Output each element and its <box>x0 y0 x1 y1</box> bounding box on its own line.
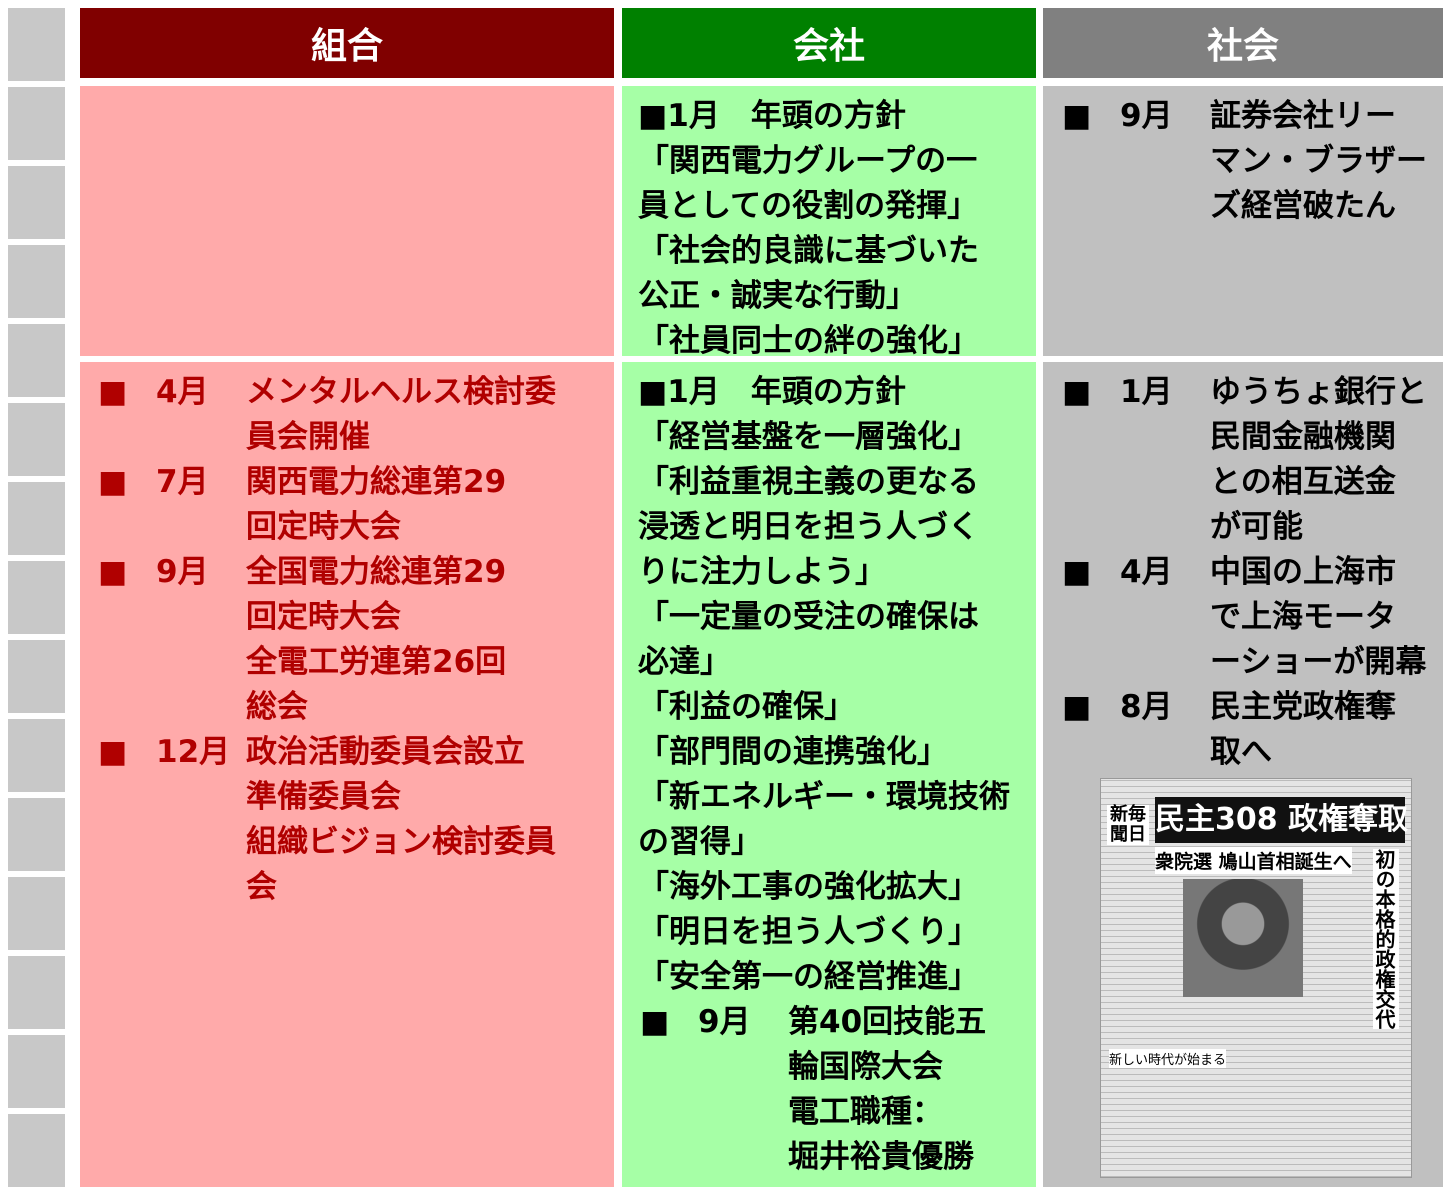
cell <box>622 86 1036 356</box>
text-line: ■ <box>1062 689 1092 725</box>
text-line: 「経営基盤を一層強化」 <box>638 419 979 455</box>
text-line: 堀井裕貴優勝 <box>788 1139 974 1175</box>
masthead: 新毎聞日 <box>1107 805 1149 845</box>
text-line: ■1月 年頭の方針 <box>638 98 906 134</box>
text-line: 7月 <box>156 464 209 500</box>
text-line: ゆうちょ銀行と <box>1210 374 1427 410</box>
text-line: 第40回技能五 <box>788 1004 987 1040</box>
text-line: 「関西電力グループの一 <box>638 143 978 179</box>
text-line: 4月 <box>156 374 209 410</box>
text-line: ■1月 年頭の方針 <box>638 374 906 410</box>
side-block <box>8 324 65 397</box>
text-line: 9月 <box>156 554 209 590</box>
text-line: 「利益重視主義の更なる <box>638 464 979 500</box>
text-line: りに注力しよう」 <box>638 554 886 590</box>
text-line: メンタルヘルス検討委 <box>246 374 556 410</box>
photo <box>1183 879 1303 997</box>
caption: 新しい時代が始まる <box>1109 1049 1227 1068</box>
text-line: が可能 <box>1210 509 1303 545</box>
text-line: ーショーが開幕 <box>1210 644 1427 680</box>
text-line: 民間金融機関 <box>1210 419 1396 455</box>
vertical-head: 初の本格的政権交代 <box>1372 849 1399 1029</box>
text-line: 「社会的良識に基づいた <box>638 233 979 269</box>
cell <box>80 86 614 356</box>
text-line: 民主党政権奪 <box>1210 689 1396 725</box>
text-line: 「新エネルギー・環境技術 <box>638 779 1010 815</box>
side-block <box>8 245 65 318</box>
side-block <box>8 877 65 950</box>
subhead: 衆院選 鳩山首相誕生へ <box>1155 847 1352 874</box>
text-line: 「海外工事の強化拡大」 <box>638 869 979 905</box>
text-line: 全国電力総連第29 <box>246 554 507 590</box>
text-line: 「部門間の連携強化」 <box>638 734 948 770</box>
text-line: ■ <box>640 1004 670 1040</box>
cell <box>80 362 614 1187</box>
text-line: 中国の上海市 <box>1210 554 1396 590</box>
text-line: 証券会社リー <box>1210 98 1396 134</box>
text-line: 「利益の確保」 <box>638 689 855 725</box>
text-line: マン・ブラザー <box>1210 143 1427 179</box>
text-line: ■ <box>1062 554 1092 590</box>
text-line: 輪国際大会 <box>788 1049 943 1085</box>
text-line: 1月 <box>1120 374 1173 410</box>
cell <box>622 362 1036 1187</box>
side-block <box>8 87 65 160</box>
text-line: 8月 <box>1120 689 1173 725</box>
text-line: 「一定量の受注の確保は <box>638 599 979 635</box>
text-line: ■ <box>98 464 128 500</box>
text-line: 員会開催 <box>246 419 370 455</box>
side-block <box>8 719 65 792</box>
text-line: ■ <box>1062 374 1092 410</box>
text-line: 回定時大会 <box>246 509 401 545</box>
text-line: 9月 <box>1120 98 1173 134</box>
side-block <box>8 640 65 713</box>
text-line: 取へ <box>1210 734 1272 770</box>
side-block <box>8 482 65 555</box>
text-line: 員としての役割の発揮」 <box>638 188 979 224</box>
column-header: 会社 <box>622 8 1036 78</box>
headline: 民主308 政権奪取 <box>1155 797 1408 843</box>
text-line: 組織ビジョン検討委員 <box>246 824 556 860</box>
text-line: との相互送金 <box>1210 464 1396 500</box>
text-line: ズ経営破たん <box>1210 188 1396 224</box>
text-line: 回定時大会 <box>246 599 401 635</box>
side-block <box>8 8 65 81</box>
text-line: 「社員同士の絆の強化」 <box>638 323 979 359</box>
side-block <box>8 798 65 871</box>
column-header: 組合 <box>80 8 614 78</box>
side-block <box>8 403 65 476</box>
text-line: ■ <box>1062 98 1092 134</box>
text-line: 会 <box>246 869 277 905</box>
text-line: 電工職種： <box>788 1094 943 1130</box>
text-line: 12月 <box>156 734 231 770</box>
text-line: 全電工労連第26回 <box>246 644 507 680</box>
text-line: 「安全第一の経営推進」 <box>638 959 979 995</box>
text-line: 4月 <box>1120 554 1173 590</box>
side-block <box>8 1035 65 1108</box>
text-line: の習得」 <box>638 824 762 860</box>
text-line: ■ <box>98 734 128 770</box>
side-block <box>8 956 65 1029</box>
text-line: 関西電力総連第29 <box>246 464 507 500</box>
text-line: 必達」 <box>638 644 731 680</box>
side-block <box>8 166 65 239</box>
text-line: ■ <box>98 554 128 590</box>
cell <box>1043 86 1443 356</box>
text-line: 9月 <box>698 1004 751 1040</box>
text-line: 公正・誠実な行動」 <box>638 278 917 314</box>
text-line: 準備委員会 <box>246 779 401 815</box>
newspaper: 新毎聞日 民主308 政権奪取衆院選 鳩山首相誕生へ 初の本格的政権交代新しい時代が… <box>1100 778 1412 1178</box>
text-line: 「明日を担う人づくり」 <box>638 914 979 950</box>
text-line: 総会 <box>246 689 308 725</box>
text-line: で上海モータ <box>1210 599 1396 635</box>
column-header: 社会 <box>1043 8 1443 78</box>
side-block <box>8 1114 65 1187</box>
text-line: 浸透と明日を担う人づく <box>638 509 979 545</box>
side-block <box>8 561 65 634</box>
text-line: ■ <box>98 374 128 410</box>
text-line: 政治活動委員会設立 <box>246 734 525 770</box>
